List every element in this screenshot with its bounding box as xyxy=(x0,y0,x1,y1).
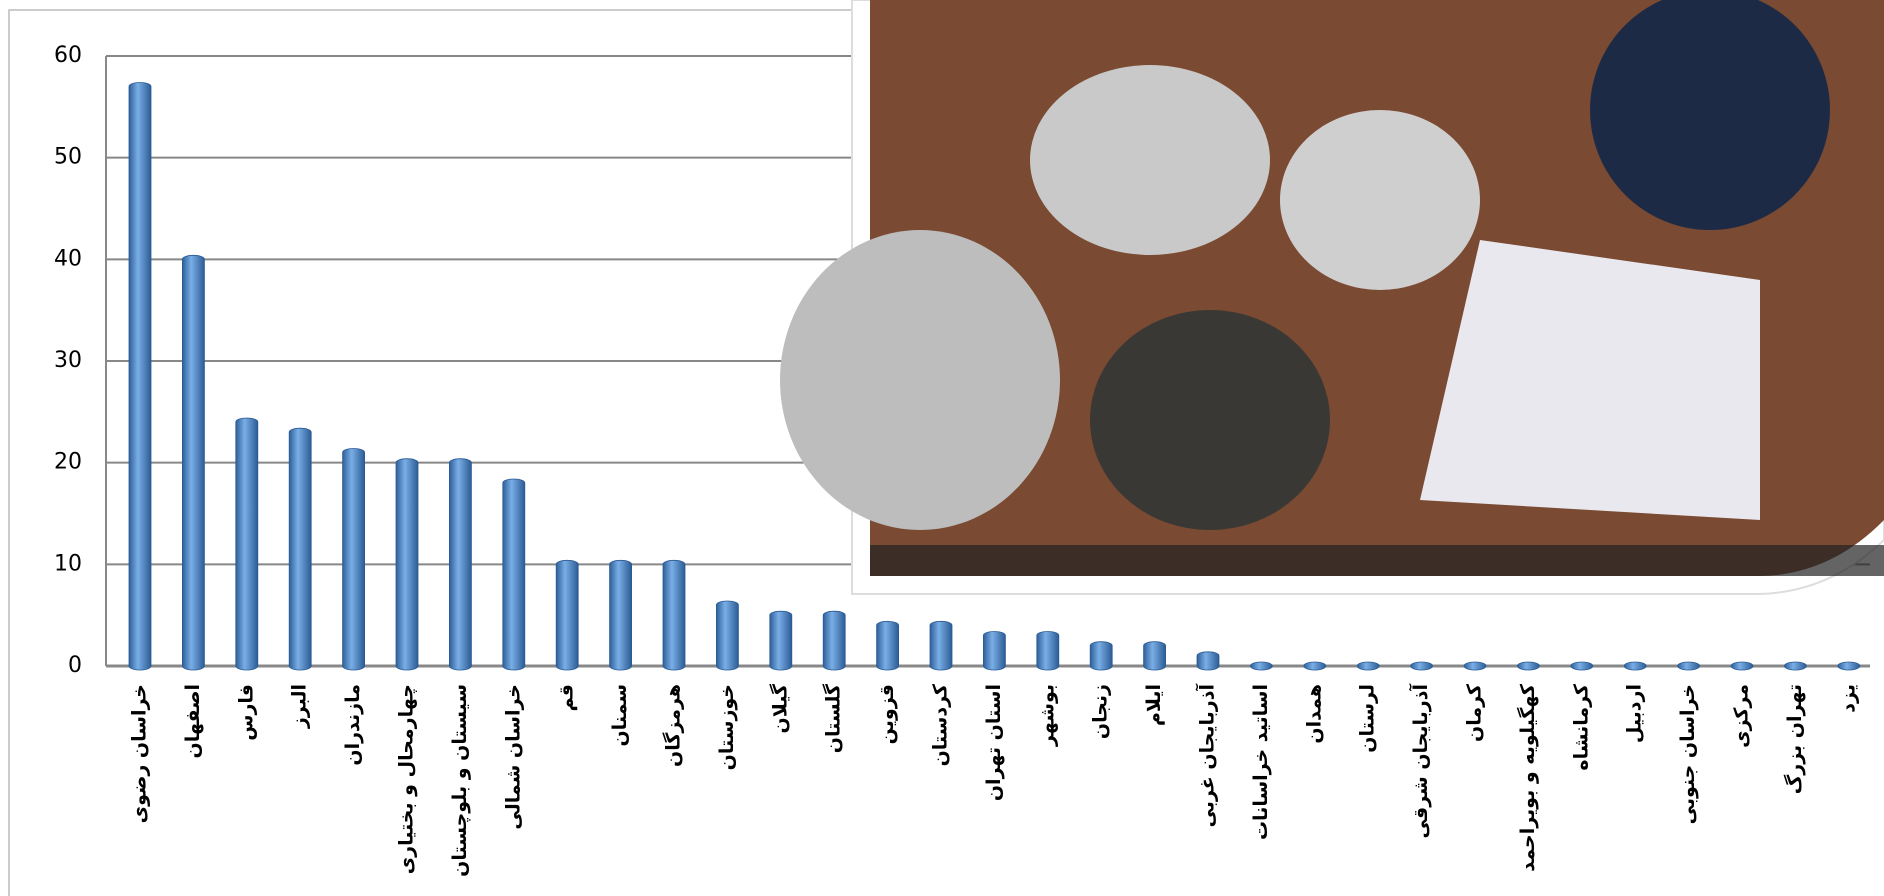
bar xyxy=(502,478,526,671)
bar xyxy=(1249,661,1273,671)
x-tick-label: بوشهر xyxy=(1036,684,1058,747)
x-tick-label: آذربایجان شرقی xyxy=(1408,684,1432,839)
x-tick-label: لرستان xyxy=(1357,684,1379,753)
x-tick-label: همدان xyxy=(1303,684,1325,744)
x-tick-label: آذربایجان غربی xyxy=(1195,684,1219,828)
x-tick-label: چهارمحال و بختیاری xyxy=(396,684,418,874)
bar xyxy=(1837,661,1861,671)
x-tick-label: قزوین xyxy=(876,684,898,744)
x-tick-label: استان تهران xyxy=(983,684,1005,801)
bar xyxy=(449,458,472,671)
x-tick-label: کرمان xyxy=(1464,683,1486,742)
x-tick-label: کردستان xyxy=(930,683,952,766)
bar xyxy=(1516,661,1540,671)
bar xyxy=(1356,661,1380,671)
x-tick-label: خوزستان xyxy=(716,684,738,770)
bar xyxy=(716,600,739,671)
y-tick-label: 0 xyxy=(68,653,82,678)
bar xyxy=(769,610,793,671)
x-tick-label: کهگیلویه و بویراحمد xyxy=(1516,683,1539,872)
bar xyxy=(1570,661,1594,671)
x-tick-label: گلستان xyxy=(822,683,845,753)
x-tick-label: گیلان xyxy=(768,683,791,733)
bar xyxy=(1463,661,1487,671)
y-tick-label: 60 xyxy=(54,43,82,68)
bar xyxy=(1089,641,1113,671)
bar xyxy=(235,417,259,671)
bar xyxy=(1730,661,1754,671)
x-tick-label: ایلام xyxy=(1143,684,1165,726)
bar xyxy=(1303,661,1327,671)
bar xyxy=(555,559,579,671)
x-tick-label: هرمزگان xyxy=(662,684,685,767)
x-tick-label: البرز xyxy=(289,684,311,729)
bar xyxy=(929,620,953,671)
x-tick-label: خراسان جنوبی xyxy=(1677,684,1699,824)
bar xyxy=(1196,651,1220,671)
x-tick-label: خراسان شمالی xyxy=(502,684,524,830)
bar xyxy=(1623,661,1647,671)
y-tick-label: 40 xyxy=(54,246,82,271)
bar xyxy=(983,631,1006,671)
x-tick-label: مازندران xyxy=(342,684,364,766)
photo xyxy=(780,0,1884,595)
x-tick-label: سیستان و بلوچستان xyxy=(449,684,471,877)
bar xyxy=(288,427,312,671)
bar xyxy=(1677,661,1701,671)
y-tick-label: 10 xyxy=(54,551,82,576)
bar xyxy=(609,559,632,671)
bar xyxy=(182,254,205,671)
bar xyxy=(342,448,365,671)
x-tick-label: خراسان رضوی xyxy=(129,684,151,823)
x-tick-label: اصفهان xyxy=(182,684,204,758)
bar xyxy=(1410,661,1434,671)
bar xyxy=(876,620,899,671)
x-tick-label: زنجان xyxy=(1090,684,1112,739)
bar xyxy=(128,82,152,671)
bar xyxy=(822,610,846,671)
x-tick-label: سمنان xyxy=(609,684,631,747)
bar xyxy=(1036,631,1060,671)
bar xyxy=(1143,641,1166,671)
x-tick-label: کرمانشاه xyxy=(1570,683,1592,771)
x-tick-label: اساتید خراسانات xyxy=(1250,684,1272,840)
y-tick-label: 30 xyxy=(54,348,82,373)
y-tick-label: 20 xyxy=(54,450,82,475)
x-tick-label: فارس xyxy=(235,684,257,741)
bar xyxy=(662,559,686,671)
y-tick-label: 50 xyxy=(54,145,82,170)
x-tick-label: یزد xyxy=(1837,684,1859,713)
x-tick-label: اردبیل xyxy=(1624,684,1646,743)
x-tick-label: قم xyxy=(556,684,578,711)
x-tick-label: مرکزی xyxy=(1731,684,1753,748)
x-tick-label: تهران بزرگ xyxy=(1783,684,1806,794)
bar xyxy=(1783,661,1807,671)
bar xyxy=(395,458,419,671)
